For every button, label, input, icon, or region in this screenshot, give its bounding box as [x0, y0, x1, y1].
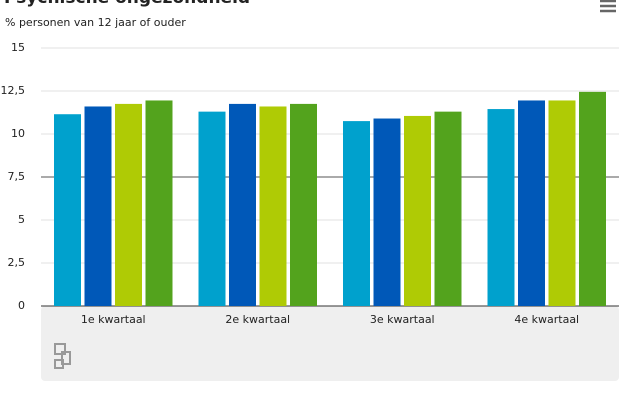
bar: [434, 111, 462, 306]
bar: [84, 106, 112, 306]
menu-button[interactable]: [600, 0, 616, 13]
bar: [373, 118, 401, 307]
bar: [343, 121, 370, 306]
y-tick-label: 10: [11, 127, 25, 140]
x-tick-label: 4e kwartaal: [514, 313, 579, 326]
chart-subtitle: % personen van 12 jaar of ouder: [5, 16, 186, 29]
bar: [518, 100, 545, 307]
bar: [229, 103, 256, 307]
chart-title: Psychische ongezondheid: [4, 0, 250, 8]
y-tick-label: 12,5: [1, 84, 26, 97]
bar: [290, 103, 317, 307]
bar: [404, 115, 431, 306]
y-tick-label: 2,5: [8, 256, 26, 269]
bar: [54, 114, 81, 306]
footer-panel: [41, 306, 619, 381]
bar: [259, 106, 287, 306]
x-tick-label: 2e kwartaal: [225, 313, 290, 326]
y-tick-label: 5: [18, 213, 25, 226]
logo: [54, 343, 71, 369]
bar: [487, 109, 515, 306]
bar: [548, 100, 576, 307]
y-tick-label: 0: [18, 299, 25, 312]
bar: [115, 103, 142, 307]
x-tick-label: 3e kwartaal: [370, 313, 435, 326]
bar: [145, 100, 173, 307]
y-tick-label: 15: [11, 41, 25, 54]
y-tick-label: 7,5: [8, 170, 26, 183]
x-tick-label: 1e kwartaal: [81, 313, 146, 326]
bar: [198, 111, 226, 306]
bar: [579, 91, 606, 306]
